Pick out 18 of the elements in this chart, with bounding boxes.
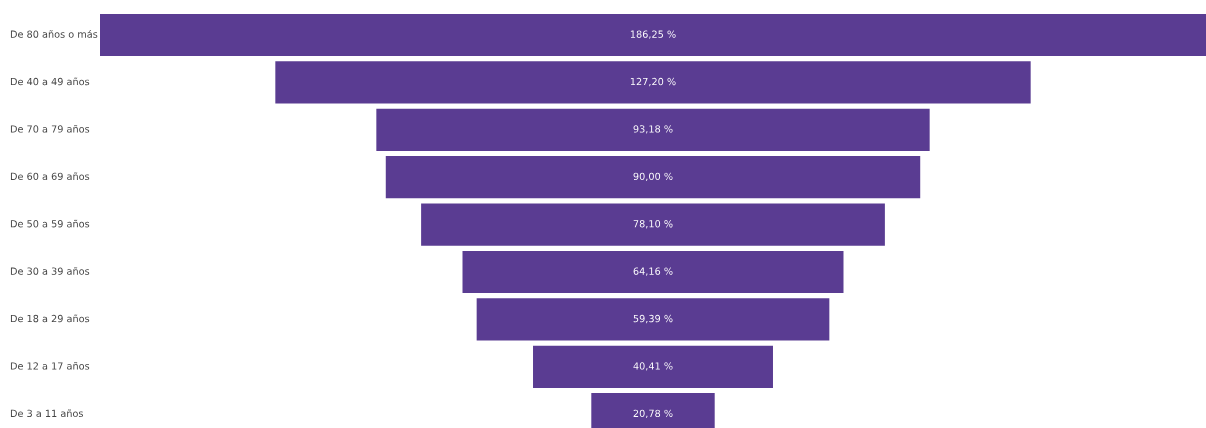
data-label: 40,41 %	[633, 362, 673, 371]
data-label: 93,18 %	[633, 125, 673, 134]
data-label: 78,10 %	[633, 220, 673, 229]
category-label: De 50 a 59 años	[10, 219, 90, 228]
data-label: 90,00 %	[633, 172, 673, 182]
data-label: 20,78 %	[633, 409, 673, 419]
data-label: 64,16 %	[633, 267, 673, 276]
category-label: De 80 años o más	[10, 29, 98, 38]
category-label: De 12 a 17 años	[10, 361, 90, 370]
category-label: De 3 a 11 años	[10, 409, 83, 418]
category-label: De 60 a 69 años	[10, 172, 90, 181]
category-label: De 30 a 39 años	[10, 267, 90, 275]
category-label: De 70 a 79 años	[10, 124, 90, 133]
data-label: 127,20 %	[630, 77, 676, 87]
category-label: De 18 a 29 años	[10, 314, 90, 323]
data-label: 186,25 %	[630, 30, 676, 39]
data-label: 59,39 %	[633, 314, 673, 324]
category-label: De 40 a 49 años	[10, 77, 90, 86]
